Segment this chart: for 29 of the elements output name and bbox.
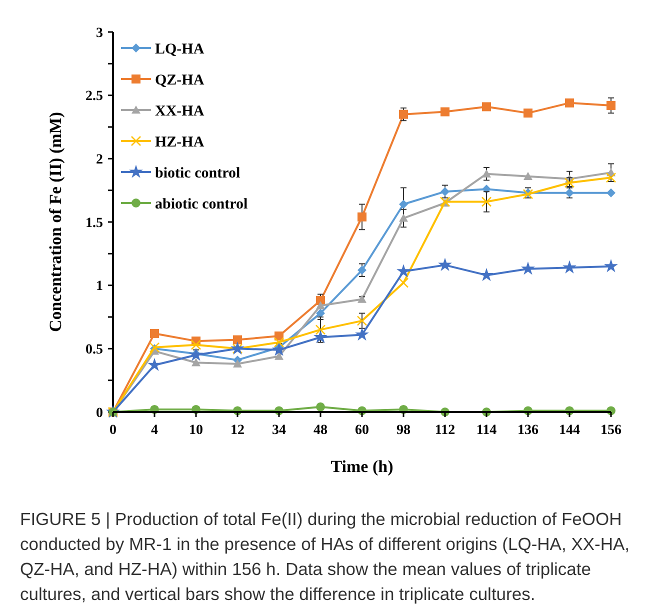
x-tick-label: 12 [230, 423, 244, 438]
legend-label: biotic control [155, 165, 240, 182]
x-tick-label: 136 [518, 423, 538, 438]
y-tick-label: 0.5 [86, 342, 103, 358]
legend-label: XX-HA [155, 103, 204, 120]
x-tick-label: 156 [600, 423, 622, 438]
x-axis-title: Time (h) [330, 457, 394, 476]
legend-label: HZ-HA [155, 134, 204, 150]
x-tick-label: 0 [110, 423, 116, 438]
x-tick-label: 144 [559, 423, 580, 438]
y-tick-label: 3 [96, 26, 103, 41]
x-tick-label: 60 [355, 423, 369, 438]
x-tick-label: 4 [151, 423, 158, 438]
x-tick-label: 48 [314, 423, 328, 438]
legend-label: abiotic control [155, 196, 248, 212]
y-tick-label: 0 [96, 406, 103, 421]
y-axis-title: Concentration of Fe (II) (mM) [46, 112, 65, 332]
y-tick-label: 1.5 [86, 216, 103, 231]
legend-label: QZ-HA [155, 72, 204, 88]
x-tick-label: 98 [396, 423, 410, 438]
y-tick-label: 1 [96, 279, 103, 294]
caption: FIGURE 5 | Production of total Fe(II) during the microbial reduction of FeOOH conducted by MR-1 in the presence of HAs of different origins (LQ-HA, XX-HA, QZ-HA, and HZ-HA) within 156 h. Data show the mean values of triplicate cultures, and vertical bars show the difference in triplicate cultures. [20, 508, 631, 606]
legend-label: LQ-HA [155, 41, 204, 58]
x-tick-label: 112 [434, 423, 456, 438]
x-tick-label: 34 [272, 423, 286, 438]
x-tick-label: 10 [189, 423, 203, 438]
x-tick-label: 114 [476, 423, 497, 438]
y-tick-label: 2.5 [86, 89, 103, 104]
y-tick-label: 2 [96, 152, 103, 168]
